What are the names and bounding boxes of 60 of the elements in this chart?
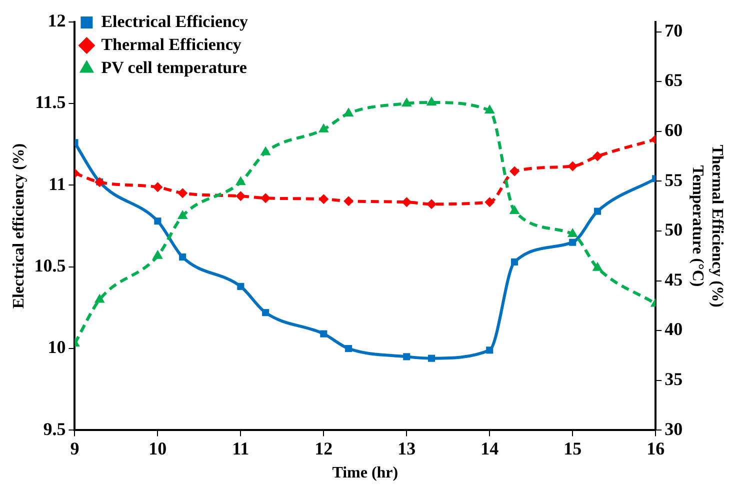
y2-tick-label: 45 [664, 269, 683, 290]
point [569, 238, 576, 246]
x-tick-label: 10 [148, 438, 167, 459]
point [320, 330, 328, 338]
point [402, 197, 412, 208]
y-axis-title: Electrical efficiency (%) [10, 143, 28, 309]
y2-tick-label: 55 [664, 170, 683, 190]
y2-tick-label: 70 [664, 20, 683, 40]
point [237, 282, 244, 290]
x-tick-label: 15 [564, 438, 582, 459]
x-tick-label: 16 [646, 438, 665, 459]
point [567, 228, 578, 237]
point [345, 344, 352, 352]
y2-tick-label: 30 [664, 418, 683, 439]
point [592, 151, 603, 162]
legend-label: Thermal Efficiency [101, 34, 242, 54]
y2-tick-label: 40 [664, 319, 683, 340]
point [344, 196, 354, 206]
point [177, 210, 188, 220]
y2-tick-label: 35 [664, 369, 683, 390]
point [510, 166, 520, 176]
point [428, 354, 436, 362]
y2-tick-label: 60 [664, 120, 683, 140]
x-tick-label: 13 [398, 438, 416, 459]
y2-tick-label: 65 [664, 70, 683, 90]
point [152, 182, 163, 192]
point [568, 161, 578, 172]
point [594, 208, 602, 215]
point [484, 197, 495, 208]
y2-axis-title: Thermal Efficiency (%) Temperature (°C) [689, 144, 726, 308]
point [403, 353, 410, 360]
point [235, 176, 246, 186]
point [486, 346, 494, 354]
point [260, 193, 271, 204]
y-tick-label: 12 [48, 10, 66, 30]
x-tick-label: 14 [480, 438, 499, 459]
point [179, 254, 186, 261]
y-tick-label: 11.5 [35, 92, 66, 112]
x-tick-label: 11 [232, 438, 250, 459]
point [510, 258, 518, 266]
x-axis-title: Time (hr) [332, 464, 398, 482]
point [178, 188, 188, 198]
point [236, 191, 246, 202]
point [152, 250, 163, 259]
point [154, 218, 162, 225]
y-tick-label: 10 [48, 337, 66, 358]
y2-tick-label: 50 [664, 220, 683, 240]
y-tick-label: 10.5 [34, 255, 66, 276]
point [94, 294, 105, 303]
y-tick-label: 11 [48, 174, 66, 194]
x-tick-label: 12 [314, 438, 333, 459]
point [592, 262, 603, 271]
legend-label: Electrical Efficiency [101, 12, 248, 31]
point [426, 199, 437, 210]
point [509, 205, 520, 214]
x-tick-label: 9 [70, 438, 80, 459]
legend-label: PV cell temperature [101, 58, 248, 77]
point [318, 194, 329, 204]
point [262, 309, 270, 316]
y-tick-label: 9.5 [43, 418, 66, 439]
